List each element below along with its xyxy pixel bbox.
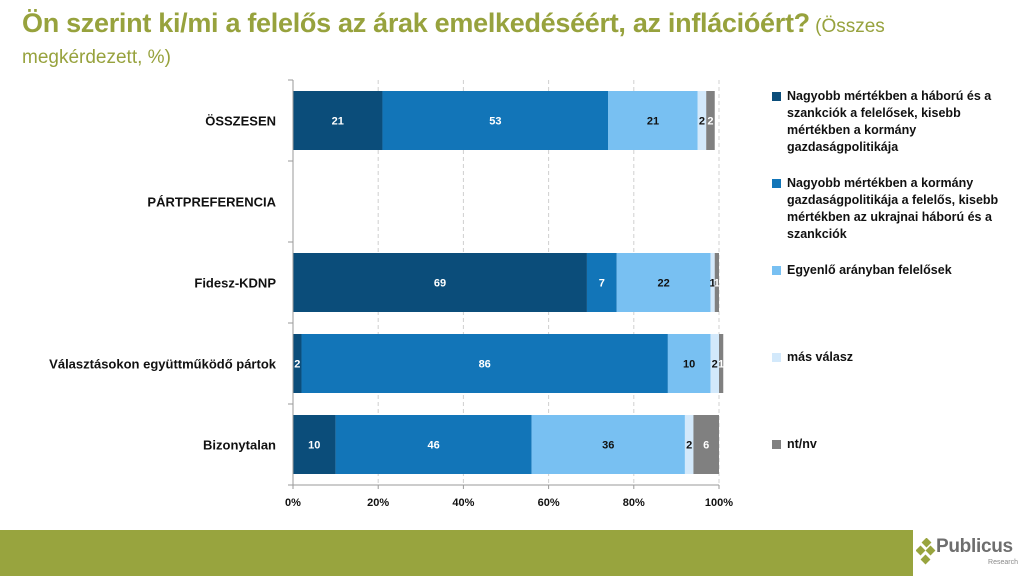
x-tick-label: 40% [452,497,474,509]
bar-data-label: 69 [434,278,446,290]
bar-segment [693,415,719,474]
bar-segment [714,253,719,312]
page-title: Ön szerint ki/mi a felelős az árak emelk… [22,8,982,74]
bar-data-label: 1 [718,359,724,371]
legend-swatch [772,179,781,188]
category-label: Választásokon együttműködő pártok [49,357,277,372]
publicus-logo: Publicus Research [916,534,1024,574]
bar-data-label: 6 [703,440,709,452]
bar-data-label: 10 [683,359,695,371]
bar-data-label: 2 [699,116,705,128]
bar-segment [616,253,711,312]
bar-segment [301,334,668,393]
bar-segment [608,91,698,150]
bar-segment [293,91,383,150]
category-label: Fidesz-KDNP [194,276,276,291]
logo-sub: Research [988,559,1018,566]
bar-segment [697,91,707,150]
legend-label: Egyenlő arányban felelősek [787,263,952,277]
bar-segment [293,415,336,474]
bar-data-label: 21 [647,116,659,128]
bar-segment [293,334,302,393]
category-label: ÖSSZESEN [205,114,276,129]
title-main: Ön szerint ki/mi a felelős az árak emelk… [22,8,810,38]
bar-data-label: 2 [707,116,713,128]
x-tick-labels: 0% 20% 40% 60% 80% 100% [285,497,733,509]
title-subtitle-2: megkérdezett, %) [22,47,171,68]
bar-segment [667,334,711,393]
bar-data-label: 22 [657,278,669,290]
x-tick-label: 20% [367,497,389,509]
bar-segment [684,415,694,474]
bar-data-label: 46 [427,440,439,452]
bar-segment [710,253,715,312]
category-label: Bizonytalan [203,438,276,453]
legend-label: nt/nv [787,437,817,451]
bar-segment [586,253,617,312]
x-tick-label: 60% [538,497,560,509]
bar-data-label: 10 [308,440,320,452]
x-tick-label: 80% [623,497,645,509]
logo-name: Publicus [936,536,1013,557]
bar-data-label: 2 [686,440,692,452]
legend-label: Nagyobb mértékben a kormány gazdaságpoli… [787,176,999,241]
bar-data-label: 86 [479,359,491,371]
bar-data-label: 21 [332,116,344,128]
bar-data-label: 1 [714,278,720,290]
legend-label: Nagyobb mértékben a háború és a szankció… [787,89,992,154]
legend-item-dont-know: nt/nv [772,436,1012,453]
legend-swatch [772,353,781,362]
bar-segment [382,91,609,150]
bar-data-label: 36 [602,440,614,452]
bar-data-label: 2 [712,359,718,371]
x-tick-label: 0% [285,497,301,509]
legend-swatch [772,440,781,449]
x-tick-label: 100% [705,497,733,509]
axes [288,79,720,489]
bar-segment [335,415,532,474]
bar-segment [719,334,724,393]
bar-segment [706,91,715,150]
legend-item-equally: Egyenlő arányban felelősek [772,262,1012,279]
bar-segment [531,415,685,474]
legend-item-other-answer: más válasz [772,349,1012,366]
legend-item-war-sanctions: Nagyobb mértékben a háború és a szankció… [772,88,1012,156]
bar-data-label: 2 [294,359,300,371]
category-label: PÁRTPREFERENCIA [147,195,276,210]
bar-data-label: 1 [710,278,716,290]
bar-data-label: 53 [489,116,501,128]
bar-segment [293,253,587,312]
category-labels: ÖSSZESEN PÁRTPREFERENCIA Fidesz-KDNP Válasz… [49,114,277,453]
legend-swatch [772,266,781,275]
legend-label: más válasz [787,350,854,364]
legend-item-government-policy: Nagyobb mértékben a kormány gazdaságpoli… [772,175,1012,243]
footer-band [0,530,913,576]
title-subtitle-1: (Összes [809,16,885,37]
bar-data-label: 7 [599,278,605,290]
bars: 21 53 21 2 269 7 22 112 86 10 2 110 46 36 2 6 [293,91,724,474]
legend-swatch [772,92,781,101]
logo-diamonds-icon [916,538,936,565]
bar-segment [710,334,719,393]
